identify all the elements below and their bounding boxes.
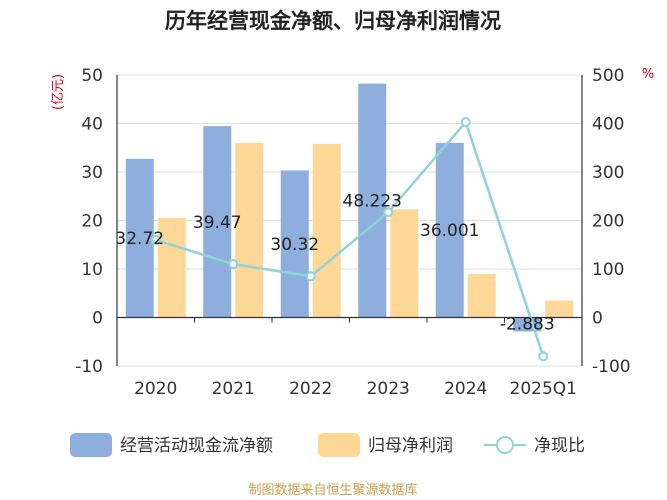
right-tick-label: -100 xyxy=(592,357,631,377)
right-tick-label: 500 xyxy=(592,66,624,86)
legend-swatch-net-profit xyxy=(318,433,360,457)
bar-net-profit xyxy=(235,142,264,318)
bar-net-profit xyxy=(545,300,574,318)
bar-cash-flow xyxy=(203,126,232,318)
ratio-point xyxy=(383,207,394,218)
right-tick-label: 100 xyxy=(592,260,624,280)
ratio-point xyxy=(305,271,316,282)
right-tick-label: 400 xyxy=(592,115,624,135)
source-note: 制图数据来自恒生聚源数据库 xyxy=(248,482,417,498)
ratio-point xyxy=(460,117,471,128)
cash-flow-data-label: 36.001 xyxy=(420,221,479,241)
x-axis-ticks: 2020 2021 2022 2023 2024 2025Q1 xyxy=(116,317,577,399)
left-axis-ticks: -10 0 10 20 30 40 50 xyxy=(75,66,103,377)
right-tick-label: 200 xyxy=(592,212,624,232)
left-tick-label: 40 xyxy=(81,115,103,135)
bar-net-profit xyxy=(312,143,341,318)
cash-flow-data-label: 32.72 xyxy=(115,229,164,249)
left-tick-label: 30 xyxy=(81,163,103,183)
legend-label-net-profit: 归母净利润 xyxy=(368,436,453,456)
ratio-point xyxy=(228,259,239,270)
bar-cash-flow xyxy=(435,142,464,318)
x-tick-label: 2025Q1 xyxy=(510,379,577,399)
bar-net-profit xyxy=(390,209,419,318)
grid-lines xyxy=(117,74,582,367)
left-tick-label: 0 xyxy=(92,309,103,329)
legend-swatch-cash-flow xyxy=(70,433,112,457)
bar-net-profit xyxy=(467,273,496,318)
ratio-point xyxy=(538,351,549,362)
x-tick-label: 2021 xyxy=(212,379,255,399)
x-tick-label: 2023 xyxy=(367,379,410,399)
left-tick-label: 20 xyxy=(81,212,103,232)
left-tick-label: -10 xyxy=(75,357,103,377)
legend-marker-ratio xyxy=(496,436,514,454)
legend-label-ratio: 净现比 xyxy=(534,436,585,456)
x-tick-label: 2024 xyxy=(444,379,487,399)
chart-title: 历年经营现金净额、归母净利润情况 xyxy=(165,9,501,33)
bar-series xyxy=(125,83,574,332)
data-labels: 32.72 39.47 30.32 48.223 36.001 -2.883 xyxy=(115,192,554,335)
x-tick-label: 2020 xyxy=(134,379,177,399)
cash-flow-data-label: 48.223 xyxy=(343,192,402,212)
bar-net-profit xyxy=(157,218,186,318)
bar-cash-flow xyxy=(125,158,154,318)
legend: 经营活动现金流净额 归母净利润 净现比 xyxy=(70,433,585,457)
left-tick-label: 50 xyxy=(81,66,103,86)
left-tick-label: 10 xyxy=(81,260,103,280)
cash-flow-data-label: 39.47 xyxy=(193,213,242,233)
right-tick-label: 300 xyxy=(592,163,624,183)
cash-flow-data-label: -2.883 xyxy=(500,315,555,335)
ratio-line-series xyxy=(150,117,549,362)
left-axis-unit: (亿元) xyxy=(51,74,66,110)
right-axis-ticks: -100 0 100 200 300 400 500 xyxy=(592,66,631,377)
ratio-line xyxy=(155,119,545,357)
cash-flow-data-label: 30.32 xyxy=(270,235,319,255)
bar-cash-flow xyxy=(280,170,309,318)
ratio-point xyxy=(150,234,161,245)
right-tick-label: 0 xyxy=(592,309,603,329)
x-tick-label: 2022 xyxy=(289,379,332,399)
bar-cash-flow xyxy=(358,83,387,318)
right-axis-unit: % xyxy=(642,67,654,82)
legend-label-cash-flow: 经营活动现金流净额 xyxy=(120,436,273,456)
